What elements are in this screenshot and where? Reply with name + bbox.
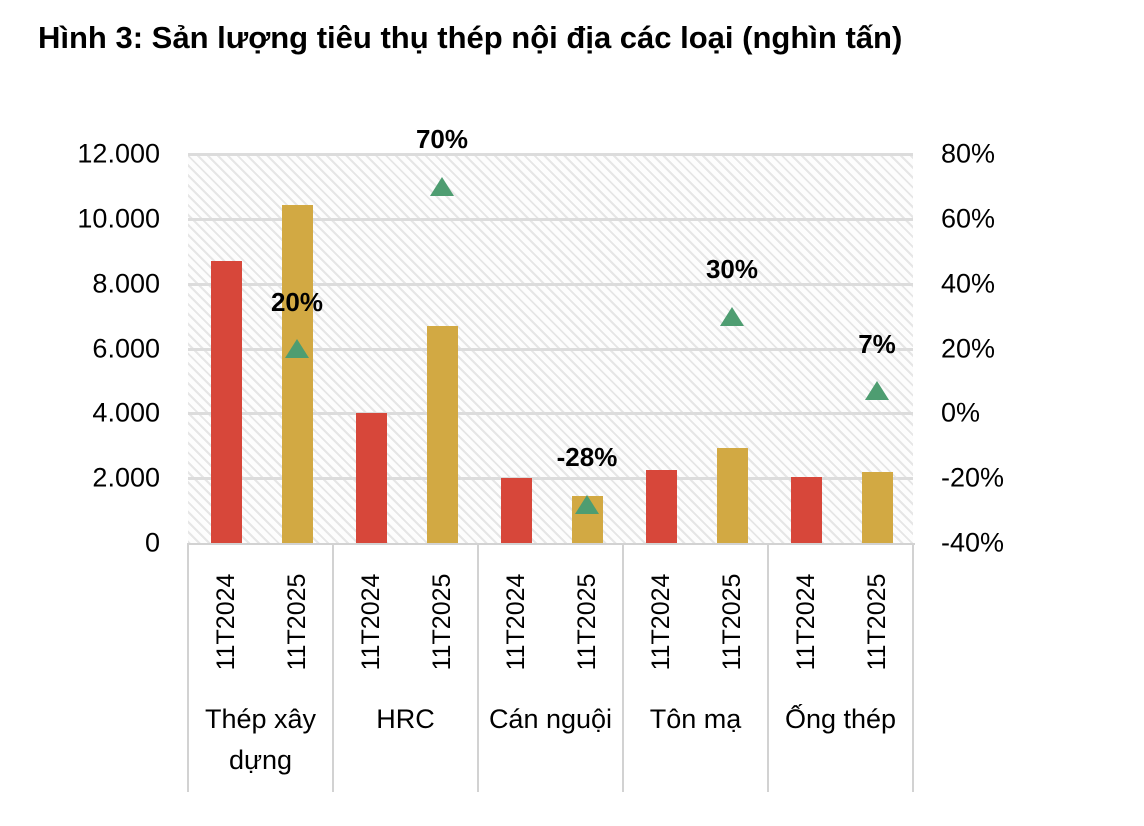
left-axis-tick: 12.000 (77, 138, 160, 169)
x-tick-label: 11T2025 (573, 573, 601, 671)
triangle-up-icon (865, 381, 889, 401)
gridline (188, 412, 913, 416)
group-divider (912, 543, 914, 792)
x-tick-label: 11T2025 (428, 573, 456, 671)
bar-11T2024 (355, 413, 387, 543)
growth-label: 20% (270, 286, 324, 317)
bar-11T2025 (716, 448, 748, 543)
category-label: Ống thép (784, 704, 897, 734)
chart-title: Hình 3: Sản lượng tiêu thụ thép nội địa … (38, 20, 903, 55)
right-axis-tick: 0% (941, 397, 981, 428)
triangle-up-icon (575, 494, 599, 514)
gridline (188, 217, 913, 221)
group-divider (767, 543, 769, 792)
bar-11T2024 (210, 260, 242, 543)
gridline (188, 282, 913, 286)
x-tick-label: 11T2024 (502, 573, 530, 671)
left-axis-tick: 4.000 (92, 397, 160, 428)
bar-11T2024 (645, 470, 677, 543)
category-label: HRC (376, 704, 435, 734)
triangle-up-icon (720, 306, 744, 326)
gridline (188, 477, 913, 481)
gridline (188, 347, 913, 351)
bar-11T2025 (281, 204, 313, 543)
bar-11T2024 (500, 478, 532, 543)
group-divider (332, 543, 334, 792)
growth-label: 7% (858, 328, 896, 359)
x-tick-label: 11T2024 (357, 573, 385, 671)
bar-11T2025 (426, 325, 458, 543)
left-axis-tick: 8.000 (92, 268, 160, 299)
left-axis-tick: 6.000 (92, 333, 160, 363)
x-tick-label: 11T2025 (718, 573, 746, 671)
right-axis-tick: 80% (941, 138, 996, 169)
x-tick-label: 11T2024 (212, 573, 240, 671)
right-axis-tick: 60% (941, 203, 996, 234)
category-label: Thép xây dựng (204, 704, 317, 775)
bar-11T2024 (790, 476, 822, 543)
right-axis-tick: -20% (941, 462, 1005, 493)
left-axis-tick: 2.000 (92, 462, 160, 493)
x-tick-label: 11T2024 (792, 573, 820, 671)
category-label: Cán nguội (488, 704, 613, 734)
right-axis-tick: 20% (941, 333, 996, 363)
right-axis-tick: -40% (941, 527, 1005, 558)
group-divider (187, 543, 189, 792)
growth-label: 30% (705, 254, 759, 285)
x-tick-label: 11T2025 (863, 573, 891, 671)
bar-11T2025 (861, 472, 893, 543)
triangle-up-icon (285, 339, 309, 358)
group-divider (622, 543, 624, 792)
group-divider (477, 543, 479, 792)
gridline (188, 153, 913, 156)
growth-label: 70% (415, 124, 469, 155)
growth-label: -28% (556, 442, 618, 473)
category-label: Tôn mạ (649, 704, 742, 734)
axis-baseline (188, 543, 915, 545)
x-tick-label: 11T2024 (647, 573, 675, 671)
right-axis-tick: 40% (941, 268, 996, 299)
left-axis-tick: 0 (144, 527, 160, 558)
left-axis-tick: 10.000 (77, 203, 160, 234)
x-tick-label: 11T2025 (283, 573, 311, 671)
triangle-up-icon (430, 176, 454, 196)
